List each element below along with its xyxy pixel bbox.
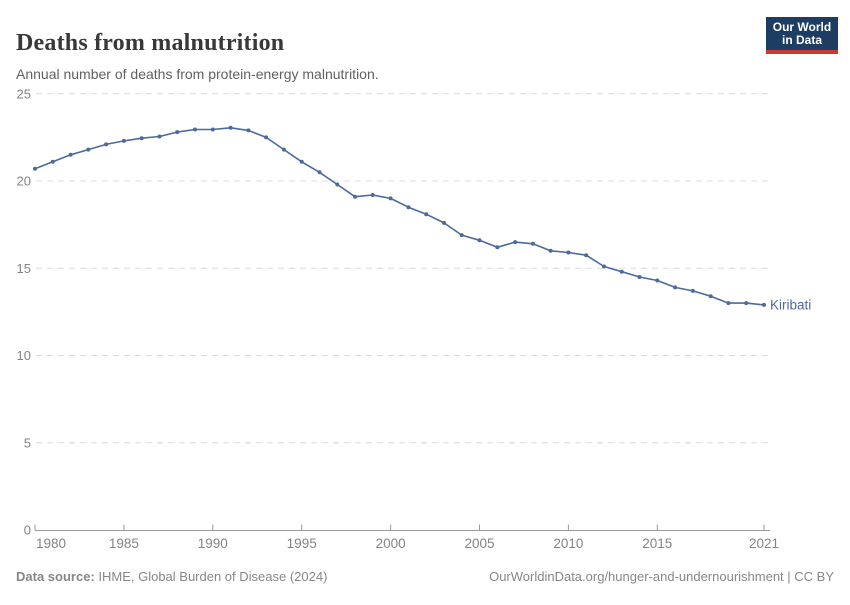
data-point-1980 (33, 166, 37, 171)
x-axis-label-2021: 2021 (749, 536, 779, 551)
data-point-2010 (566, 250, 571, 255)
data-point-2019 (726, 301, 731, 306)
data-source-label: Data source: (16, 569, 95, 584)
series-end-label: Kiribati (770, 297, 811, 312)
y-axis-label-10: 10 (17, 348, 31, 363)
data-point-1989 (193, 127, 197, 132)
chart-subtitle: Annual number of deaths from protein-ene… (16, 66, 379, 82)
data-point-1995 (299, 159, 304, 164)
data-point-1992 (246, 128, 251, 133)
data-point-2021 (762, 302, 766, 307)
x-axis-label-1985: 1985 (109, 536, 139, 551)
y-axis-label-20: 20 (17, 174, 31, 189)
data-point-2009 (548, 248, 553, 253)
data-point-2003 (442, 220, 446, 225)
data-point-2006 (495, 245, 500, 250)
page-title: Deaths from malnutrition (16, 30, 285, 57)
data-point-1999 (370, 193, 375, 197)
data-point-2012 (602, 264, 606, 269)
data-point-1991 (228, 125, 233, 130)
owid-logo[interactable]: Our World in Data (766, 17, 838, 54)
data-point-2008 (530, 241, 535, 246)
data-point-1981 (50, 159, 55, 164)
data-point-1997 (335, 182, 340, 187)
data-point-1994 (281, 147, 286, 152)
x-axis-label-2005: 2005 (464, 536, 494, 551)
data-point-2002 (424, 212, 429, 217)
data-point-2020 (744, 301, 749, 306)
data-point-1988 (175, 130, 180, 135)
x-axis-label-1990: 1990 (198, 536, 228, 551)
data-source: Data source: IHME, Global Burden of Dise… (16, 569, 327, 584)
data-point-1982 (68, 152, 73, 157)
data-point-2018 (708, 294, 713, 299)
x-axis-label-2000: 2000 (376, 536, 406, 551)
x-axis-label-2015: 2015 (642, 536, 672, 551)
y-axis-label-25: 25 (17, 86, 31, 101)
line-series-kiribati (34, 127, 765, 306)
y-axis-label-15: 15 (17, 261, 31, 276)
data-point-2007 (513, 240, 518, 245)
data-source-value: IHME, Global Burden of Disease (2024) (94, 569, 328, 584)
data-point-2000 (388, 196, 393, 201)
x-axis-label-2010: 2010 (553, 536, 583, 551)
data-point-1985 (121, 138, 126, 143)
data-point-2005 (477, 238, 482, 243)
data-point-2011 (584, 253, 589, 258)
data-point-1986 (139, 136, 144, 141)
y-axis-label-5: 5 (24, 435, 31, 450)
data-point-2013 (619, 269, 624, 274)
data-point-1984 (104, 142, 109, 147)
data-point-2004 (459, 233, 464, 238)
data-point-1983 (86, 147, 91, 152)
data-point-1990 (210, 127, 215, 132)
footer-link[interactable]: OurWorldinData.org/hunger-and-undernouri… (489, 569, 834, 584)
x-axis-label-1995: 1995 (287, 536, 317, 551)
data-point-2014 (637, 275, 642, 279)
owid-logo-line2: in Data (781, 33, 822, 47)
owid-logo-line1: Our World (772, 20, 832, 34)
data-point-1996 (317, 170, 322, 175)
x-axis-label-1980: 1980 (36, 536, 66, 551)
data-point-1993 (264, 135, 269, 140)
data-point-1987 (157, 134, 162, 139)
y-axis-label-0: 0 (24, 523, 31, 538)
data-point-2017 (690, 288, 695, 293)
data-point-1998 (353, 194, 357, 199)
data-point-2016 (673, 285, 678, 290)
data-point-2001 (406, 205, 411, 210)
data-point-2015 (655, 278, 660, 283)
